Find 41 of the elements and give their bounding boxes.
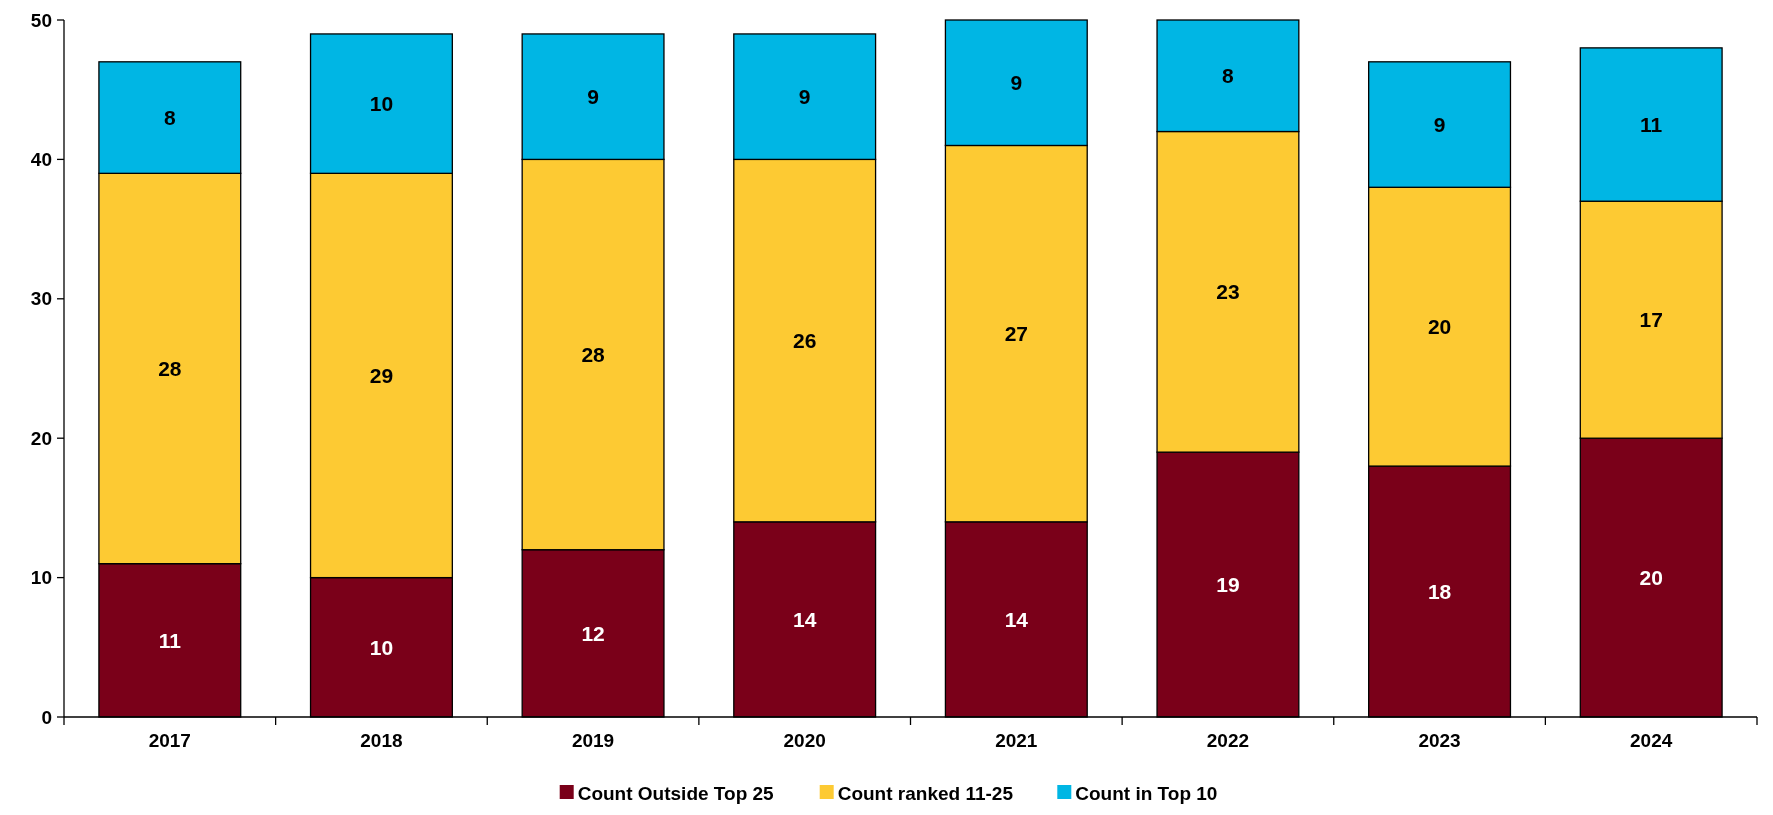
data-label: 18	[1427, 580, 1452, 604]
data-label: 28	[158, 357, 182, 380]
data-label: 20	[1427, 315, 1452, 339]
data-label: 9	[587, 85, 599, 109]
x-tick-label: 2021	[995, 730, 1038, 751]
data-label: 12	[581, 621, 605, 645]
x-tick-label: 2020	[783, 730, 826, 751]
data-label: 28	[581, 343, 606, 367]
y-tick-label: 10	[30, 567, 52, 589]
legend-label: Count Outside Top 25	[577, 782, 775, 804]
data-label: 9	[798, 85, 811, 109]
data-label: 14	[1004, 607, 1029, 631]
data-label: 9	[1010, 71, 1023, 95]
x-tick-label: 2018	[360, 730, 403, 751]
x-tick-label: 2017	[148, 730, 191, 751]
y-tick-label: 0	[41, 706, 52, 728]
data-label: 8	[163, 106, 176, 130]
data-label: 26	[793, 329, 817, 353]
x-tick-label: 2022	[1206, 730, 1250, 751]
data-label: 10	[369, 92, 394, 116]
legend-label: Count ranked 11-25	[837, 782, 1014, 804]
data-label: 23	[1216, 280, 1240, 304]
data-label: 10	[369, 635, 394, 659]
x-tick-label: 2023	[1418, 730, 1461, 751]
x-tick-label: 2019	[571, 730, 615, 751]
data-label: 29	[369, 363, 394, 387]
y-tick-label: 40	[30, 148, 52, 170]
x-tick-label: 2024	[1630, 730, 1673, 751]
data-label: 8	[1222, 64, 1235, 88]
y-tick-label: 20	[30, 427, 52, 449]
data-label: 14	[793, 607, 817, 631]
data-label: 19	[1216, 573, 1240, 597]
legend-label: Count in Top 10	[1075, 782, 1218, 804]
y-tick-label: 30	[30, 288, 52, 310]
data-label: 11	[1640, 113, 1663, 137]
data-label: 17	[1639, 308, 1663, 332]
data-label: 11	[158, 628, 182, 652]
y-tick-label: 50	[30, 9, 52, 31]
data-label: 27	[1004, 322, 1028, 346]
data-label: 9	[1433, 113, 1446, 137]
data-label: 20	[1639, 566, 1663, 590]
